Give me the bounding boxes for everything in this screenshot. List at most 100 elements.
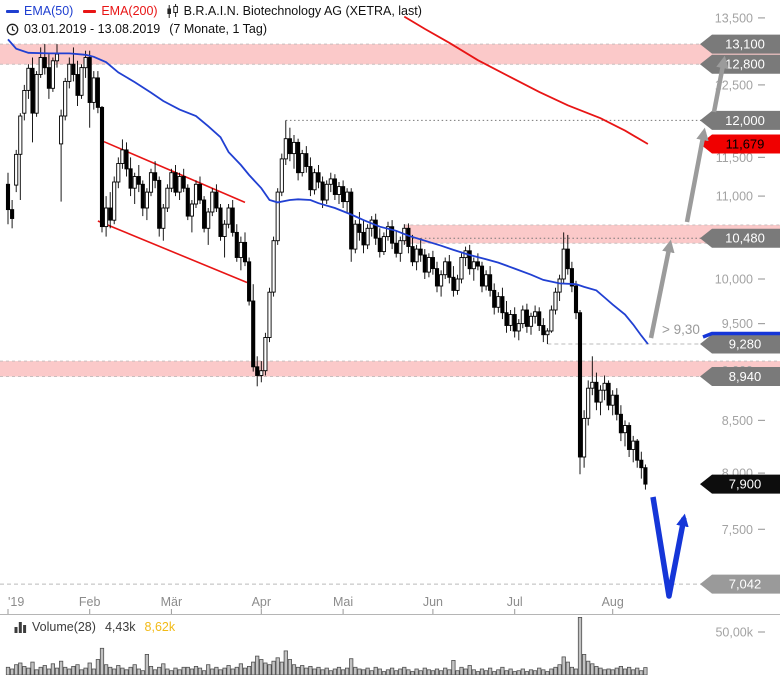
candle-body bbox=[275, 191, 280, 242]
volume-bar bbox=[210, 668, 215, 675]
candle-body bbox=[30, 67, 35, 114]
volume-bar bbox=[639, 670, 644, 675]
volume-bar bbox=[549, 668, 554, 675]
candle-body bbox=[512, 314, 517, 332]
svg-text:12,800: 12,800 bbox=[725, 57, 765, 72]
candle-body bbox=[206, 211, 211, 229]
volume-bar bbox=[128, 666, 133, 675]
candle-body bbox=[144, 191, 149, 209]
volume-bar bbox=[197, 667, 203, 675]
svg-text:13,100: 13,100 bbox=[725, 37, 765, 52]
candle-body bbox=[577, 312, 583, 458]
candle-body bbox=[242, 241, 248, 263]
candle-body bbox=[112, 181, 117, 221]
candle-body bbox=[296, 141, 301, 174]
volume-bar bbox=[99, 647, 105, 675]
candle-body bbox=[635, 440, 640, 461]
volume-label[interactable]: Volume(28) bbox=[32, 620, 96, 634]
volume-bar bbox=[508, 668, 513, 675]
candle-body bbox=[279, 158, 284, 193]
volume-bar bbox=[410, 671, 415, 675]
candle-body bbox=[410, 246, 415, 263]
ema200-label[interactable]: EMA(200) bbox=[101, 4, 158, 18]
svg-text:Jun: Jun bbox=[423, 595, 443, 609]
volume-bar bbox=[5, 666, 11, 675]
candle-body bbox=[341, 186, 346, 203]
candle-body bbox=[140, 183, 145, 209]
candle-body bbox=[422, 254, 427, 273]
candle-body bbox=[406, 227, 411, 247]
volume-bar bbox=[120, 667, 125, 675]
candle-body bbox=[545, 330, 550, 336]
volume-bar bbox=[304, 667, 309, 675]
volume-bar bbox=[512, 671, 517, 675]
volume-bar bbox=[214, 666, 219, 675]
candle-body bbox=[34, 74, 39, 114]
volume-bar bbox=[582, 654, 587, 675]
volume-bar bbox=[479, 668, 485, 675]
candle-body bbox=[622, 425, 628, 434]
volume-bar bbox=[357, 668, 362, 675]
candle-body bbox=[10, 209, 15, 219]
volume-bar bbox=[251, 661, 256, 675]
candle-body bbox=[390, 226, 395, 244]
ema50-label[interactable]: EMA(50) bbox=[24, 4, 74, 18]
candle-body bbox=[108, 207, 113, 221]
volume-bar bbox=[586, 660, 591, 675]
candle-body bbox=[161, 207, 166, 229]
volume-bar bbox=[426, 669, 432, 675]
volume-bar bbox=[537, 667, 542, 675]
volume-bar bbox=[259, 659, 264, 675]
volume-bar bbox=[467, 665, 472, 675]
volume-bar bbox=[598, 667, 603, 675]
candle-body bbox=[353, 223, 358, 250]
candle-body bbox=[639, 459, 644, 469]
price-tags: 13,100 12,800 12,000 11,679 10,480 9,280 8,940… bbox=[700, 34, 780, 594]
candle-body bbox=[238, 241, 243, 258]
candle-body bbox=[71, 63, 76, 75]
candle-body bbox=[251, 300, 256, 368]
volume-bar bbox=[361, 669, 366, 675]
candle-body bbox=[189, 203, 194, 217]
candle-body bbox=[455, 278, 460, 291]
period-label: (7 Monate, 1 Tag) bbox=[169, 22, 267, 36]
candle-body bbox=[569, 268, 574, 287]
candle-body bbox=[222, 223, 227, 237]
volume-bar bbox=[557, 664, 562, 675]
candle-body bbox=[488, 274, 493, 291]
volume-bar bbox=[267, 664, 272, 675]
candle-body bbox=[91, 77, 96, 103]
volume-bar bbox=[377, 668, 382, 675]
volume-icon bbox=[14, 621, 27, 633]
price-tag bbox=[700, 228, 780, 248]
candle-body bbox=[169, 172, 174, 189]
volume-bar bbox=[230, 668, 235, 675]
volume-bar bbox=[455, 670, 460, 675]
volume-bar bbox=[169, 670, 174, 675]
svg-text:Feb: Feb bbox=[79, 595, 101, 609]
volume-bar bbox=[553, 666, 558, 675]
volume-bar bbox=[116, 665, 121, 675]
candle-body bbox=[328, 178, 333, 185]
svg-text:Mai: Mai bbox=[333, 595, 353, 609]
volume-bar bbox=[238, 663, 243, 675]
candle-body bbox=[557, 278, 562, 293]
svg-text:Jul: Jul bbox=[507, 595, 523, 609]
ema200-line bbox=[403, 15, 649, 145]
volume-bar bbox=[83, 667, 88, 675]
volume-bar bbox=[627, 666, 632, 675]
candle-body bbox=[267, 291, 272, 338]
volume-bar bbox=[618, 666, 624, 675]
gray-arrows bbox=[648, 55, 729, 339]
volume-bar bbox=[161, 663, 166, 675]
volume-bar bbox=[500, 666, 505, 675]
candle-body bbox=[42, 57, 47, 69]
volume-bar bbox=[389, 667, 395, 675]
candle-body bbox=[38, 57, 43, 75]
volume-bar bbox=[185, 666, 190, 675]
candle-body bbox=[500, 296, 505, 314]
level-lines bbox=[0, 119, 712, 585]
volume-bar bbox=[353, 666, 358, 675]
price-chart[interactable]: 13,50012,50011,50011,00010,0009,5009,000… bbox=[0, 0, 780, 615]
volume-bar bbox=[561, 656, 566, 675]
